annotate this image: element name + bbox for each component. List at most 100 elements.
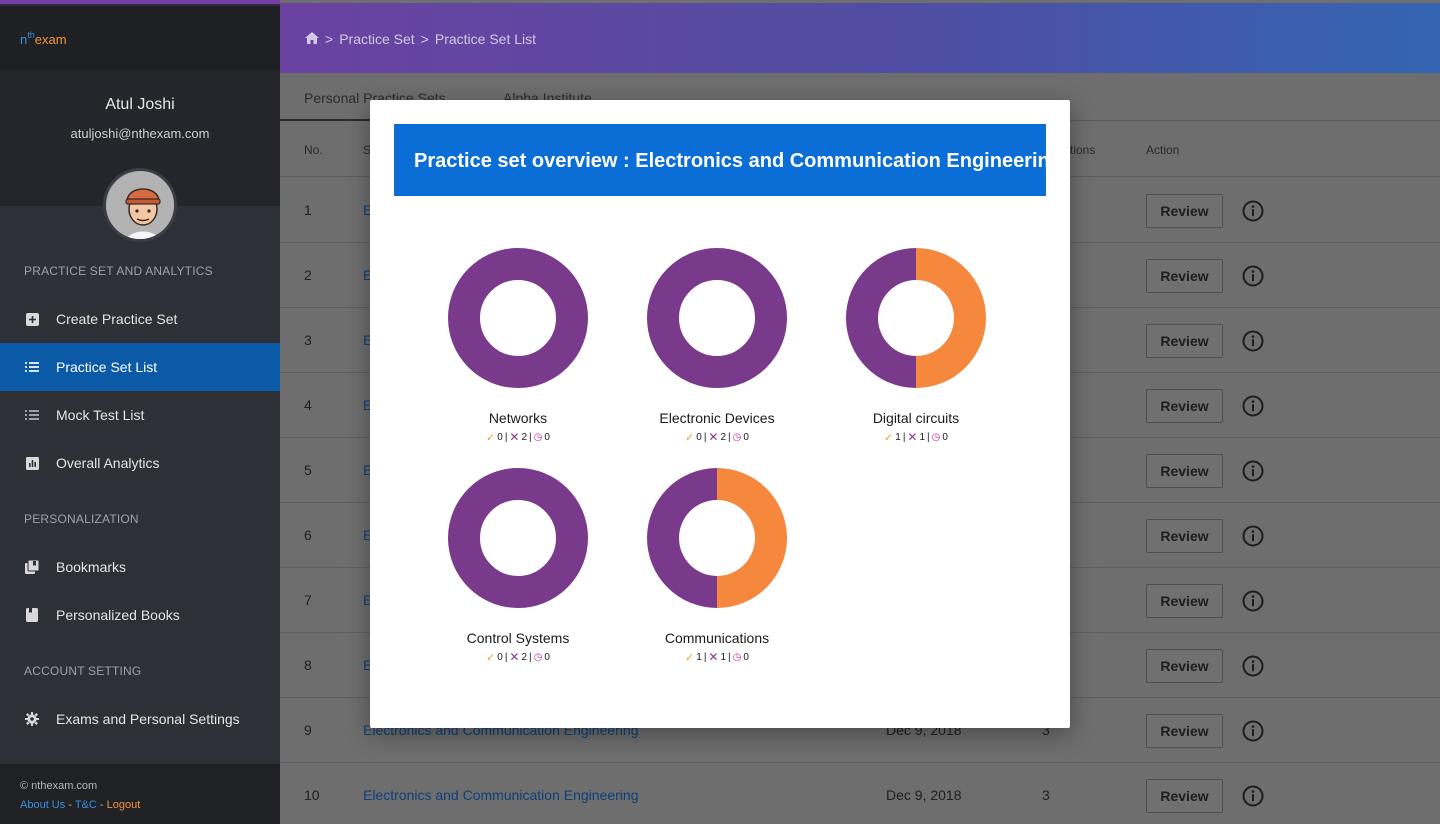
plus-square-icon: [25, 312, 39, 326]
donut-svg: [846, 248, 986, 388]
correct-slice: [916, 248, 986, 388]
donut-stats: ✓ 1 | ✕ 1 | ◷ 0: [617, 650, 817, 664]
breadcrumb-item[interactable]: Practice Set: [339, 31, 415, 47]
sidebar-item-personalized-books[interactable]: Personalized Books: [0, 591, 280, 639]
row-number: 5: [304, 462, 312, 478]
avatar[interactable]: [103, 168, 177, 242]
info-icon[interactable]: [1242, 395, 1264, 417]
donut-svg: [647, 468, 787, 608]
sidebar-item-label: Practice Set List: [56, 359, 158, 375]
row-questions: 3: [1042, 787, 1050, 803]
practice-set-link[interactable]: E: [363, 267, 373, 283]
wrong-count: 2: [720, 431, 727, 443]
info-icon[interactable]: [1242, 265, 1264, 287]
sidebar-item-label: Bookmarks: [56, 559, 127, 575]
stat-sep: |: [902, 431, 906, 443]
review-button[interactable]: Review: [1146, 649, 1223, 683]
info-icon[interactable]: [1242, 200, 1264, 222]
donut-chart: Control Systems ✓ 0 | ✕ 2 | ◷ 0: [418, 468, 618, 668]
practice-set-link[interactable]: Electronics and Communication Engineerin…: [363, 787, 639, 803]
correct-count: 1: [696, 651, 702, 663]
unattempted-count: 0: [544, 431, 550, 443]
review-button[interactable]: Review: [1146, 454, 1223, 488]
info-icon[interactable]: [1242, 720, 1264, 742]
clock-icon: ◷: [732, 651, 742, 663]
review-button[interactable]: Review: [1146, 584, 1223, 618]
bookmarks-icon: [25, 560, 39, 574]
home-icon[interactable]: [305, 31, 319, 47]
row-number: 4: [304, 397, 312, 413]
review-button[interactable]: Review: [1146, 324, 1223, 358]
book-icon: [25, 608, 39, 622]
info-icon[interactable]: [1242, 785, 1264, 807]
review-button[interactable]: Review: [1146, 259, 1223, 293]
review-button[interactable]: Review: [1146, 519, 1223, 553]
sidebar-top-accent: [0, 0, 280, 4]
unattempted-count: 0: [743, 651, 749, 663]
section-personalization: PERSONALIZATION: [24, 512, 139, 526]
sidebar-item-exams-settings[interactable]: Exams and Personal Settings: [0, 695, 280, 743]
donut-chart: Electronic Devices ✓ 0 | ✕ 2 | ◷ 0: [617, 248, 817, 448]
table-row: 10 Electronics and Communication Engineer…: [280, 763, 1440, 824]
section-account-setting: ACCOUNT SETTING: [24, 664, 142, 678]
row-questions: 3: [1042, 722, 1050, 738]
stat-sep: |: [728, 651, 731, 663]
practice-set-link[interactable]: E: [363, 332, 373, 348]
review-button[interactable]: Review: [1146, 194, 1223, 228]
sidebar-item-bookmarks[interactable]: Bookmarks: [0, 543, 280, 591]
logout-link[interactable]: Logout: [106, 799, 141, 811]
donut-chart: Networks ✓ 0 | ✕ 2 | ◷ 0: [418, 248, 618, 448]
review-button[interactable]: Review: [1146, 389, 1223, 423]
practice-set-link[interactable]: E: [363, 592, 373, 608]
col-header-action: Action: [1146, 143, 1180, 157]
sidebar-item-mock-test-list[interactable]: Mock Test List: [0, 391, 280, 439]
info-icon[interactable]: [1242, 655, 1264, 677]
active-tab-indicator: [280, 119, 444, 121]
practice-set-link[interactable]: E: [363, 657, 373, 673]
info-icon[interactable]: [1242, 330, 1264, 352]
sidebar-footer: © nthexam.com About Us - T&C - Logout: [0, 764, 280, 824]
info-icon[interactable]: [1242, 525, 1264, 547]
sidebar-item-label: Create Practice Set: [56, 311, 178, 327]
donut-label: Communications: [664, 630, 770, 646]
info-icon[interactable]: [1242, 460, 1264, 482]
check-icon: ✓: [486, 651, 496, 664]
bar-chart-icon: [25, 456, 39, 470]
practice-set-link[interactable]: E: [363, 462, 373, 478]
row-number: 6: [304, 527, 312, 543]
row-number: 7: [304, 592, 312, 608]
stat-sep: |: [529, 431, 532, 443]
donut-chart: Digital circuits ✓ 1 | ✕ 1 | ◷ 0: [816, 248, 1016, 448]
breadcrumb-item: Practice Set List: [434, 31, 537, 47]
gear-icon: [25, 712, 39, 726]
tc-link[interactable]: T&C: [74, 799, 97, 811]
cross-icon: ✕: [708, 430, 719, 444]
about-link[interactable]: About Us: [20, 799, 66, 811]
practice-set-link[interactable]: E: [363, 202, 373, 218]
stat-sep: |: [504, 651, 508, 663]
sidebar-item-label: Personalized Books: [56, 607, 180, 623]
review-button[interactable]: Review: [1146, 714, 1223, 748]
stat-sep: |: [703, 651, 707, 663]
info-icon[interactable]: [1242, 590, 1264, 612]
practice-set-overview-modal: Practice set overview : Electronics and …: [370, 100, 1070, 728]
sidebar-item-practice-set-list[interactable]: Practice Set List: [0, 343, 280, 391]
correct-slice: [717, 468, 787, 608]
practice-set-link[interactable]: E: [363, 397, 373, 413]
logo[interactable]: nthexam: [20, 30, 67, 47]
wrong-slice: [647, 468, 717, 608]
correct-count: 0: [497, 651, 503, 663]
correct-count: 1: [895, 431, 901, 443]
cross-icon: ✕: [509, 650, 520, 664]
logo-n: n: [20, 32, 28, 47]
list-icon: [25, 360, 39, 374]
wrong-slice: [448, 468, 588, 608]
unattempted-count: 0: [942, 431, 948, 443]
sidebar-item-label: Overall Analytics: [56, 455, 160, 471]
donut-stats: ✓ 1 | ✕ 1 | ◷ 0: [816, 430, 1016, 444]
section-practice-analytics: PRACTICE SET AND ANALYTICS: [24, 264, 213, 278]
practice-set-link[interactable]: E: [363, 527, 373, 543]
sidebar-item-overall-analytics[interactable]: Overall Analytics: [0, 439, 280, 487]
review-button[interactable]: Review: [1146, 779, 1223, 813]
sidebar-item-create-practice-set[interactable]: Create Practice Set: [0, 295, 280, 343]
